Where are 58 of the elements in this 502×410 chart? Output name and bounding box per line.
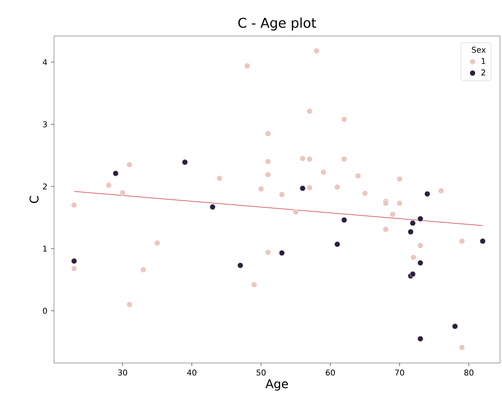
point: [71, 258, 78, 264]
point: [408, 228, 414, 235]
point: [458, 238, 465, 244]
point: [265, 172, 271, 178]
point: [396, 176, 403, 182]
point: [410, 254, 416, 260]
point: [320, 169, 326, 176]
point: [251, 282, 258, 288]
point: [237, 262, 244, 268]
point: [112, 170, 119, 176]
point: [438, 188, 444, 194]
point: [480, 238, 486, 244]
point: [300, 185, 306, 192]
point: [292, 208, 299, 215]
point: [306, 184, 313, 191]
point: [140, 266, 146, 273]
point: [334, 241, 340, 248]
point: [424, 190, 430, 197]
point: [106, 182, 112, 188]
point: [313, 48, 320, 54]
point: [306, 108, 313, 114]
point: [216, 175, 223, 182]
point: [341, 217, 348, 224]
point: [417, 260, 424, 266]
point: [390, 211, 396, 218]
point: [182, 159, 188, 166]
x-axis-title: Age: [266, 379, 288, 391]
point: [120, 190, 126, 196]
point: [154, 240, 160, 246]
point: [71, 202, 78, 208]
chart-title: C - Age plot: [238, 17, 316, 30]
point: [300, 155, 306, 162]
point: [71, 266, 78, 272]
point: [265, 249, 271, 256]
point: [410, 220, 416, 226]
point: [278, 192, 285, 198]
point: [306, 156, 313, 162]
point: [126, 162, 132, 168]
point: [355, 172, 362, 179]
point: [265, 130, 271, 137]
point: [382, 226, 389, 232]
point: [341, 116, 348, 122]
point: [244, 62, 250, 69]
point: [396, 200, 403, 206]
point: [417, 336, 424, 342]
point: [334, 184, 340, 190]
y-axis-title: C: [30, 196, 39, 203]
point: [417, 216, 424, 222]
point: [278, 250, 285, 256]
point: [258, 186, 264, 192]
point: [417, 242, 424, 248]
point: [362, 190, 368, 196]
point: [126, 302, 132, 308]
point: [265, 158, 271, 165]
point: [452, 323, 458, 330]
point: [210, 204, 216, 210]
point: [458, 344, 465, 350]
point: [341, 156, 348, 162]
